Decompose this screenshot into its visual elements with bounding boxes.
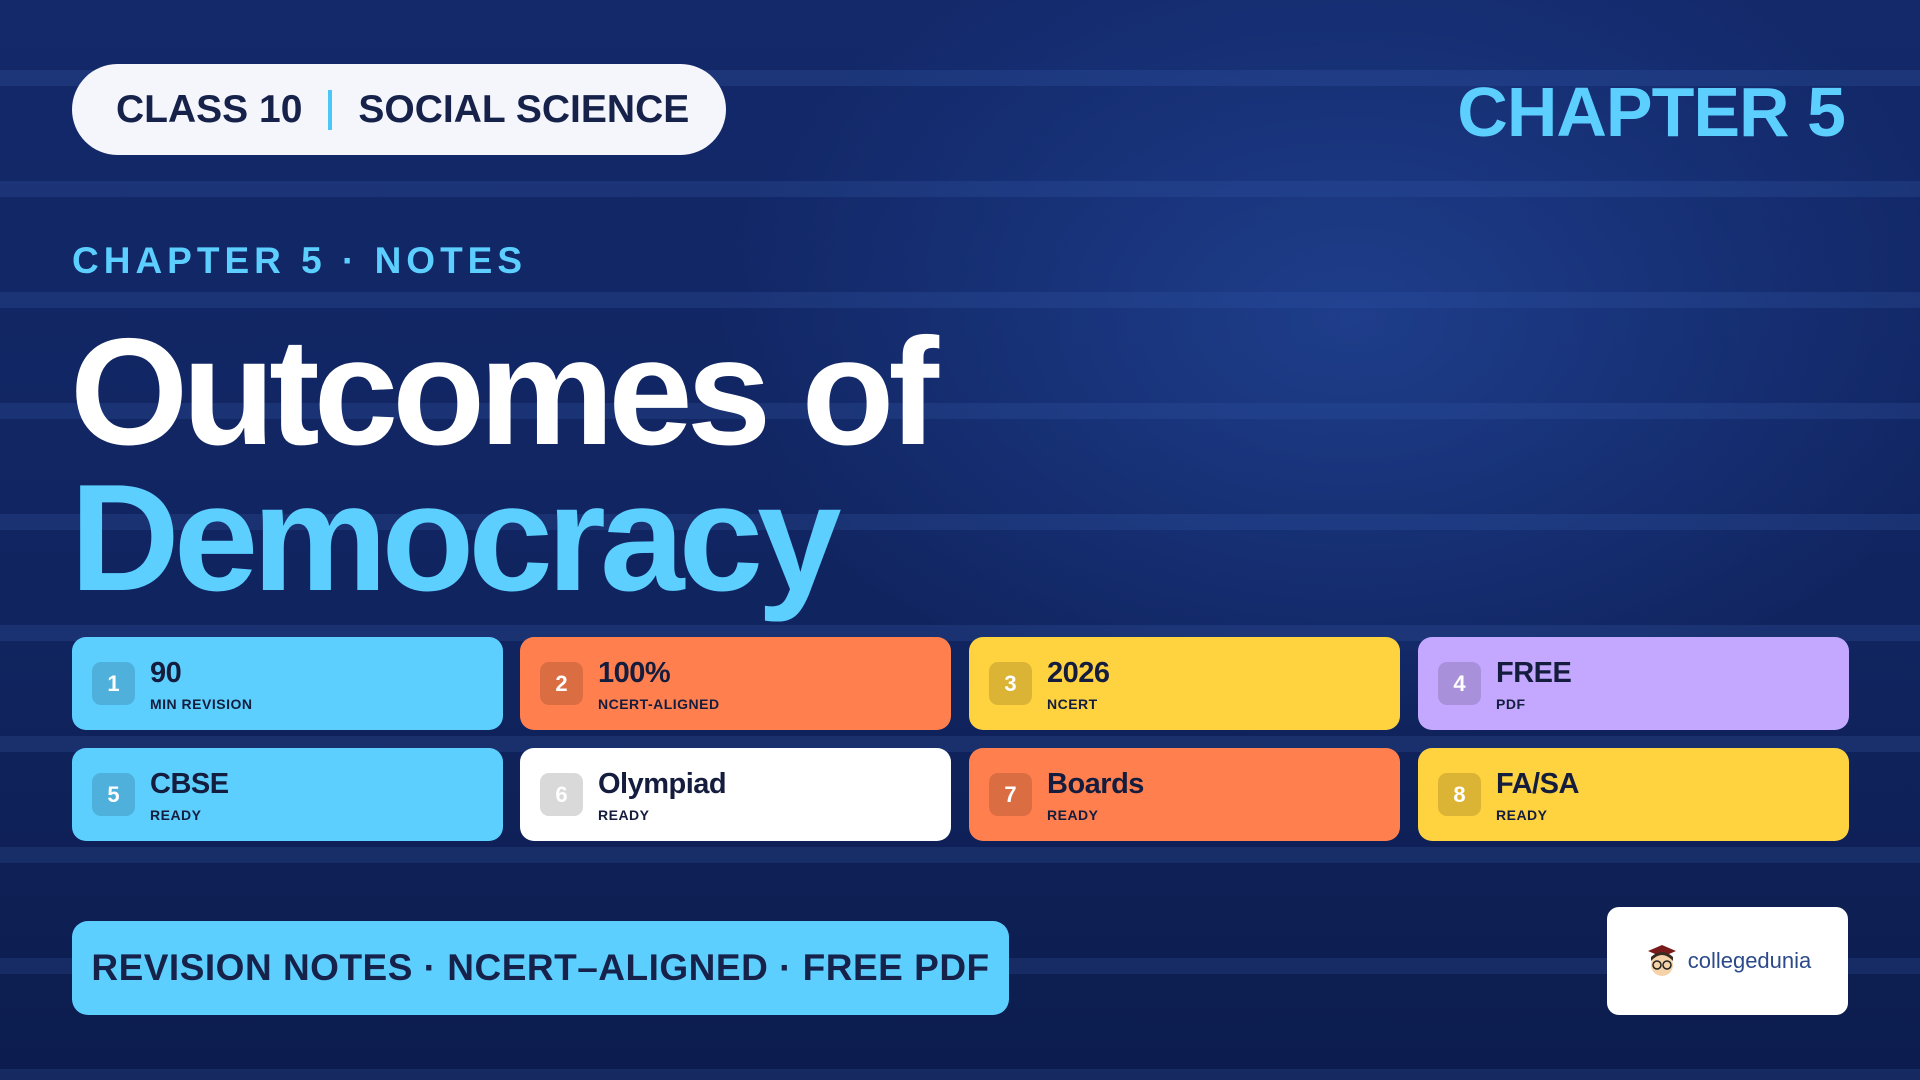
separator (328, 89, 333, 130)
logo-icon (1647, 945, 1676, 976)
class-pill: CLASS 10 SOCIAL SCIENCE (72, 64, 726, 155)
logo-text: collegedunia (1687, 948, 1812, 973)
card-label: READY (1496, 807, 1548, 823)
footer-banner: REVISION NOTES · NCERT–ALIGNED · FREE PD… (72, 921, 1009, 1015)
stat-card: 2 100% NCERT-ALIGNED (520, 637, 951, 730)
subject-label: SOCIAL SCIENCE (358, 87, 690, 131)
card-label: READY (1047, 807, 1099, 823)
logo: collegedunia (1607, 907, 1848, 1015)
stat-card: 4 FREE PDF (1418, 637, 1849, 730)
card-value: 90 (150, 657, 182, 689)
stat-card: 1 90 MIN REVISION (72, 637, 503, 730)
chapter-label: CHAPTER 5 (1457, 73, 1846, 151)
class-label: CLASS 10 (116, 87, 303, 131)
title-line: Democracy (70, 453, 842, 623)
card-value: Boards (1047, 768, 1144, 800)
stat-card: 5 CBSE READY (72, 748, 503, 841)
card-label: NCERT-ALIGNED (598, 696, 720, 712)
stat-card: 8 FA/SA READY (1418, 748, 1849, 841)
stat-card: 7 Boards READY (969, 748, 1400, 841)
card-badge: 5 (92, 773, 135, 816)
title-line: Outcomes of (70, 307, 939, 477)
card-badge: 4 (1438, 662, 1481, 705)
card-badge: 6 (540, 773, 583, 816)
card-label: READY (598, 807, 650, 823)
card-badge: 1 (92, 662, 135, 705)
card-value: FREE (1496, 657, 1572, 689)
card-label: READY (150, 807, 202, 823)
card-badge: 3 (989, 662, 1032, 705)
card-value: FA/SA (1496, 768, 1579, 800)
card-label: PDF (1496, 696, 1526, 712)
stat-card: 6 Olympiad READY (520, 748, 951, 841)
card-value: Olympiad (598, 768, 727, 800)
card-value: 100% (598, 657, 671, 689)
card-badge: 7 (989, 773, 1032, 816)
card-label: MIN REVISION (150, 696, 253, 712)
kicker: CHAPTER 5 · NOTES (72, 240, 528, 281)
card-badge: 2 (540, 662, 583, 705)
card-value: CBSE (150, 768, 229, 800)
stat-card: 3 2026 NCERT (969, 637, 1400, 730)
card-badge: 8 (1438, 773, 1481, 816)
card-label: NCERT (1047, 696, 1098, 712)
card-value: 2026 (1047, 657, 1110, 689)
